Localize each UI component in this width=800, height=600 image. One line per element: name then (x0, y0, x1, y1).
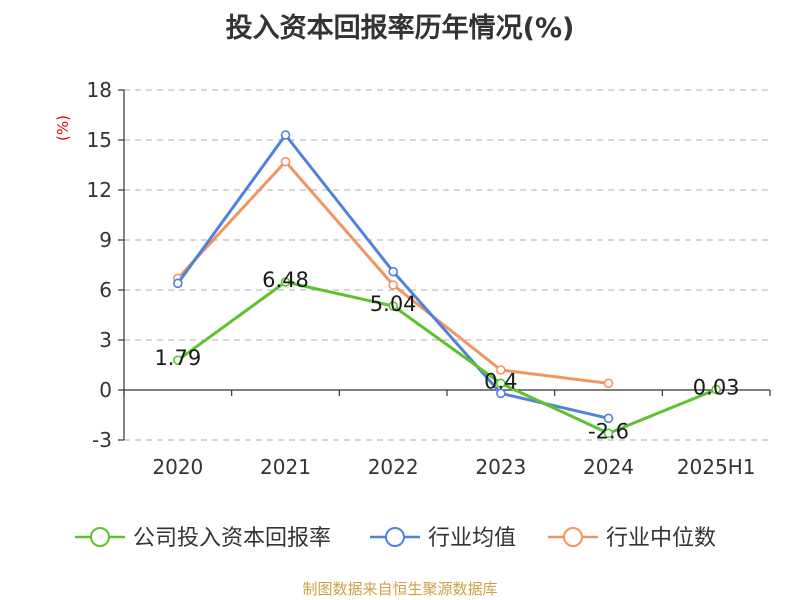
data-label: -2.6 (588, 419, 629, 443)
data-point (388, 280, 398, 290)
y-tick-label: -3 (92, 428, 112, 452)
x-tick-label: 2022 (368, 455, 419, 479)
legend-marker (90, 527, 110, 547)
data-label: 1.79 (154, 346, 201, 370)
chart-title: 投入资本回报率历年情况(%) (225, 13, 575, 44)
series-line (176, 280, 717, 435)
legend-marker (385, 527, 405, 547)
y-tick-label: 0 (99, 378, 112, 402)
data-label: 0.4 (484, 369, 517, 393)
data-label: 0.03 (693, 376, 740, 400)
legend-label: 行业中位数 (606, 526, 716, 551)
x-tick-label: 2024 (583, 455, 634, 479)
data-point (388, 301, 398, 311)
data-point (603, 413, 614, 424)
legend-label: 公司投入资本回报率 (133, 526, 331, 551)
y-tick-label: 3 (99, 328, 112, 352)
data-point (496, 378, 506, 389)
data-point (173, 355, 183, 365)
y-tick-label: 15 (87, 128, 112, 152)
x-tick-label: 2021 (260, 455, 311, 479)
data-point (280, 156, 291, 167)
legend-marker (563, 527, 583, 547)
legend-label: 行业均值 (428, 526, 516, 551)
data-label: 5.04 (370, 292, 417, 316)
data-point (280, 277, 291, 287)
data-point (603, 378, 614, 389)
data-point (496, 388, 506, 399)
x-tick-label: 2020 (152, 455, 203, 479)
data-point (603, 428, 614, 439)
y-tick-label: 9 (99, 228, 112, 252)
y-tick-label: 18 (87, 78, 112, 102)
y-tick-label: 12 (87, 178, 112, 202)
data-point (711, 384, 721, 395)
y-axis-unit: (%) (54, 115, 72, 141)
data-point (173, 278, 183, 289)
data-point (388, 266, 398, 277)
data-point (496, 365, 506, 375)
data-label: 6.48 (262, 268, 309, 292)
x-tick-label: 2023 (475, 455, 526, 479)
data-point (280, 130, 291, 140)
y-tick-label: 6 (99, 278, 112, 302)
source-note: 制图数据来自恒生聚源数据库 (302, 580, 498, 598)
x-tick-label: 2025H1 (677, 455, 756, 479)
